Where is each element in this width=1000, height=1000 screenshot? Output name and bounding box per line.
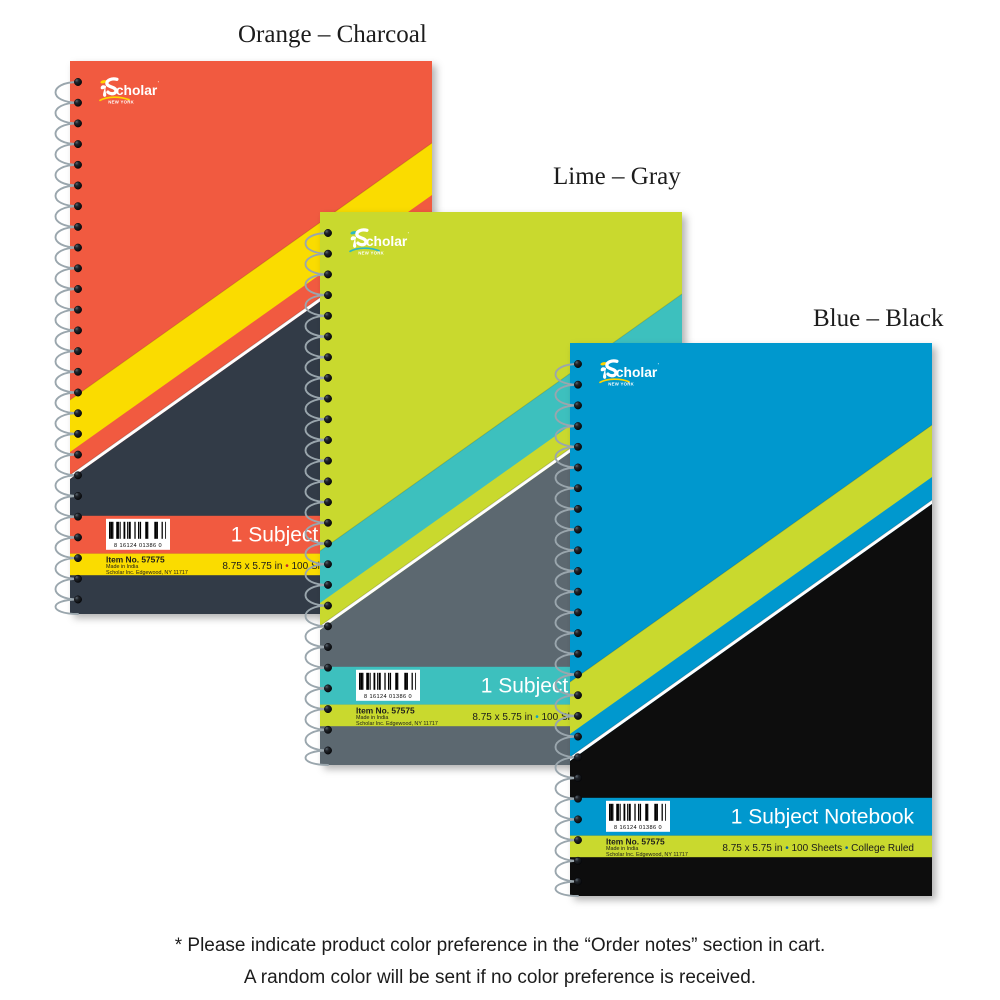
svg-text:cholar: cholar xyxy=(616,365,658,380)
svg-text:NEW YORK: NEW YORK xyxy=(358,250,384,255)
svg-text:1 Subject Notebook: 1 Subject Notebook xyxy=(731,806,915,829)
svg-text:8 16124 01386 0: 8 16124 01386 0 xyxy=(614,825,662,831)
svg-text:8.75 x 5.75 in • 100 Sheets •: 8.75 x 5.75 in • 100 Sheets • College Ru… xyxy=(722,843,914,854)
svg-text:cholar: cholar xyxy=(116,83,158,98)
svg-text:Item No. 57575: Item No. 57575 xyxy=(356,705,415,715)
svg-text:NEW YORK: NEW YORK xyxy=(108,99,134,104)
svg-text:’: ’ xyxy=(408,231,409,236)
svg-text:’: ’ xyxy=(658,362,659,367)
svg-text:NEW YORK: NEW YORK xyxy=(608,381,634,386)
svg-text:cholar: cholar xyxy=(366,234,408,249)
svg-text:’: ’ xyxy=(158,80,159,85)
svg-text:Scholar Inc. Edgewood, NY 1171: Scholar Inc. Edgewood, NY 11717 xyxy=(356,721,438,727)
svg-text:Item No. 57575: Item No. 57575 xyxy=(106,554,165,564)
svg-text:Item No. 57575: Item No. 57575 xyxy=(606,836,665,846)
svg-text:8 16124 01386 0: 8 16124 01386 0 xyxy=(364,694,412,700)
svg-text:Scholar Inc. Edgewood, NY 1171: Scholar Inc. Edgewood, NY 11717 xyxy=(606,852,688,858)
svg-text:8 16124 01386 0: 8 16124 01386 0 xyxy=(114,543,162,549)
svg-text:Scholar Inc. Edgewood, NY 1171: Scholar Inc. Edgewood, NY 11717 xyxy=(106,570,188,576)
